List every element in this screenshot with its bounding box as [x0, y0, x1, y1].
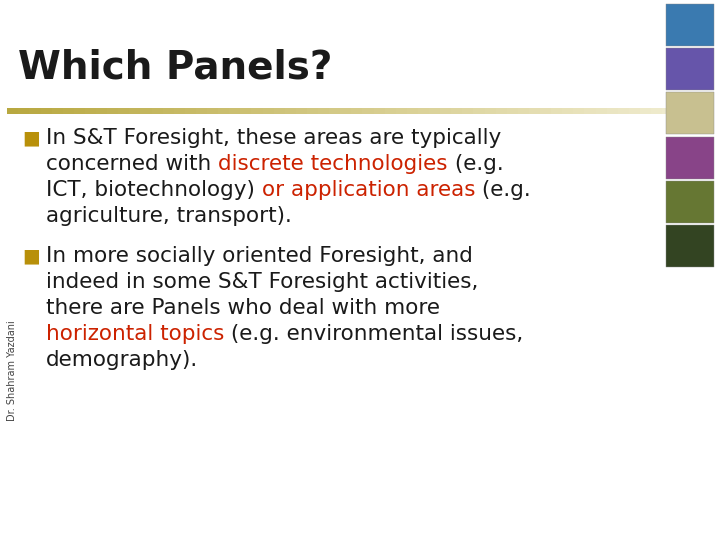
Text: In S&T Foresight, these areas are typically: In S&T Foresight, these areas are typica… — [46, 128, 501, 148]
Text: ICT, biotechnology): ICT, biotechnology) — [46, 180, 262, 200]
Text: demography).: demography). — [46, 350, 198, 370]
Text: In more socially oriented Foresight, and: In more socially oriented Foresight, and — [46, 246, 473, 266]
Text: there are Panels who deal with more: there are Panels who deal with more — [46, 298, 440, 318]
Text: (e.g.: (e.g. — [448, 154, 503, 174]
Text: indeed in some S&T Foresight activities,: indeed in some S&T Foresight activities, — [46, 272, 478, 292]
Text: Dr. Shahram Yazdani: Dr. Shahram Yazdani — [7, 320, 17, 421]
Text: or application areas: or application areas — [262, 180, 475, 200]
Text: Which Panels?: Which Panels? — [18, 49, 333, 86]
Text: agriculture, transport).: agriculture, transport). — [46, 206, 292, 226]
Text: concerned with: concerned with — [46, 154, 218, 174]
Text: discrete technologies: discrete technologies — [218, 154, 448, 174]
Text: horizontal topics: horizontal topics — [46, 324, 225, 344]
Text: ■: ■ — [22, 128, 40, 147]
Text: ■: ■ — [22, 246, 40, 265]
Text: (e.g. environmental issues,: (e.g. environmental issues, — [225, 324, 523, 344]
Text: (e.g.: (e.g. — [475, 180, 531, 200]
